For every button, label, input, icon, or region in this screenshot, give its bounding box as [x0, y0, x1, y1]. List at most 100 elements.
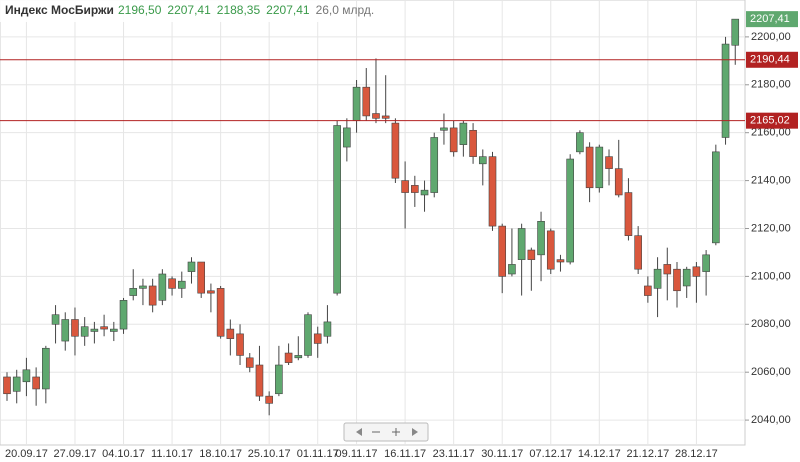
candle-body	[682, 268, 691, 287]
y-tick-label: 2040,00	[751, 414, 791, 426]
x-tick-label: 14.12.17	[578, 448, 621, 460]
candle-body	[440, 127, 448, 131]
level-badge	[746, 51, 798, 68]
candle-body	[663, 264, 672, 275]
y-tick-label: 2120,00	[751, 222, 791, 234]
last-price-badge	[746, 11, 798, 28]
x-tick-label: 09.11.17	[336, 448, 378, 460]
x-tick-label: 27.09.17	[54, 448, 97, 460]
y-tick-label: 2140,00	[751, 174, 791, 186]
candle-body	[721, 43, 730, 138]
y-tick-label: 2180,00	[751, 79, 791, 91]
x-tick-label: 20.09.17	[5, 448, 48, 460]
candle-body	[158, 273, 167, 301]
x-tick-label: 01.11.17	[297, 448, 339, 460]
candle-body	[177, 280, 186, 289]
candle-body	[168, 278, 176, 289]
header-value: 2207,41	[266, 3, 310, 17]
candle-body	[22, 369, 31, 383]
y-tick-label: 2060,00	[751, 366, 791, 378]
candle-body	[381, 115, 390, 119]
candle-body	[595, 146, 604, 189]
candle-body	[488, 156, 497, 227]
candle-body	[148, 285, 157, 306]
candle-body	[362, 86, 371, 117]
candle-body	[702, 254, 710, 272]
candle-body	[498, 225, 507, 277]
candle-body	[129, 288, 138, 296]
x-tick-label: 21.12.17	[626, 448, 669, 460]
candle-body	[294, 355, 303, 359]
candle-body	[207, 290, 215, 294]
candle-body	[372, 113, 380, 119]
candle-body	[226, 328, 235, 339]
candle-body	[110, 328, 118, 332]
plot-area	[0, 0, 746, 446]
x-tick-label: 18.10.17	[199, 448, 242, 460]
candle-body	[51, 314, 60, 325]
header-bg	[0, 0, 340, 22]
x-tick-label: 16.11.17	[384, 448, 426, 460]
header-value: 2207,41	[167, 3, 211, 17]
candle-body	[634, 235, 642, 270]
candle-body	[585, 146, 594, 189]
candle-body	[42, 347, 50, 390]
candle-body	[478, 156, 487, 165]
candle-body	[187, 261, 196, 272]
candle-body	[275, 364, 283, 395]
candle-body	[333, 125, 341, 294]
candle-body	[712, 151, 720, 244]
candle-body	[245, 357, 254, 368]
candle-body	[517, 228, 526, 260]
candle-body	[576, 132, 584, 153]
x-tick-label: 07.12.17	[529, 448, 572, 460]
candle-body	[731, 18, 740, 46]
x-tick-label: 28.12.17	[675, 448, 718, 460]
candle-body	[12, 376, 21, 392]
x-tick-label: 04.10.17	[102, 448, 145, 460]
scroll-right[interactable]	[412, 428, 418, 436]
candle-body	[469, 129, 477, 157]
candle-body	[61, 319, 70, 342]
candle-body	[566, 158, 574, 263]
level-badge	[746, 112, 798, 129]
candle-body	[391, 122, 400, 179]
candle-body	[352, 86, 361, 122]
candle-body	[644, 285, 652, 296]
candle-body	[32, 376, 40, 390]
y-tick-label: 2200,00	[751, 31, 791, 43]
candle-body	[100, 326, 108, 330]
candle-body	[556, 259, 565, 263]
x-tick-label: 30.11.17	[481, 448, 523, 460]
header-value: 2196,50	[118, 3, 162, 17]
scroll-left[interactable]	[356, 428, 362, 436]
y-tick-label: 2100,00	[751, 270, 791, 282]
candle-body	[71, 319, 79, 337]
y-tick-label: 2160,00	[751, 127, 791, 139]
candles	[3, 18, 740, 416]
candle-body	[692, 266, 701, 277]
candle-body	[3, 376, 11, 395]
candle-body	[401, 180, 409, 193]
x-tick-label: 11.10.17	[151, 448, 193, 460]
level-label: 2190,44	[750, 54, 790, 66]
candle-body	[605, 156, 613, 169]
candle-body	[420, 189, 429, 196]
header-value: 2188,35	[217, 3, 261, 17]
chart-title: Индекс МосБиржи	[5, 3, 114, 17]
candle-body	[304, 314, 312, 356]
y-tick-label: 2080,00	[751, 318, 791, 330]
candle-body	[284, 352, 293, 363]
candle-body	[449, 127, 458, 153]
last-price-label: 2207,41	[750, 13, 790, 25]
candle-body	[653, 268, 662, 289]
candle-body	[313, 333, 322, 344]
candle-body	[255, 364, 264, 397]
candle-body	[216, 288, 225, 337]
candle-body	[624, 192, 633, 236]
candle-body	[197, 261, 205, 294]
candle-body	[546, 230, 555, 270]
level-label: 2165,02	[750, 115, 790, 127]
candle-body	[80, 326, 89, 337]
